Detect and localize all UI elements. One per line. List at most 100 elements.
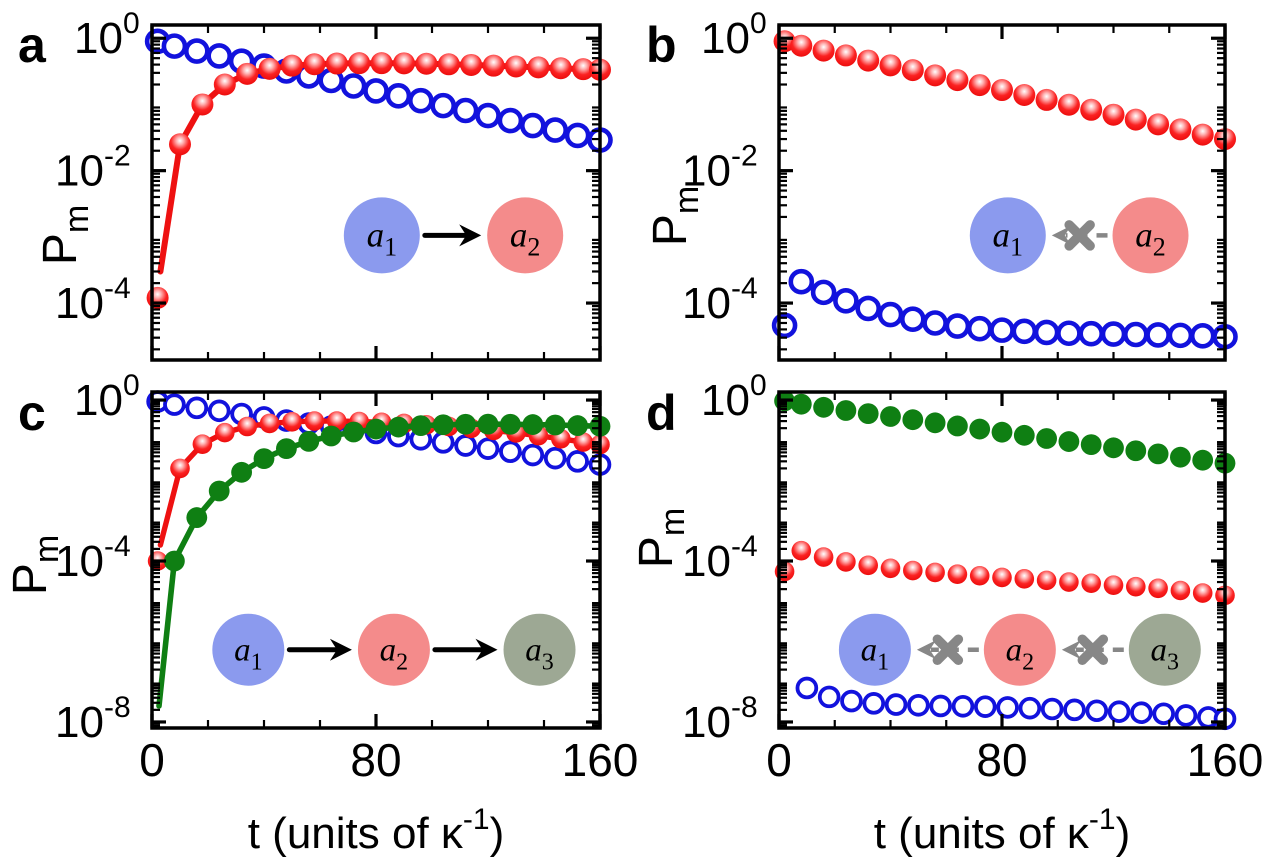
data-point-sphere: [1081, 573, 1101, 594]
data-point-sphere: [858, 555, 878, 576]
arrowhead-icon: [329, 638, 352, 661]
data-point-open-circle: [795, 676, 819, 700]
data-point-sphere: [903, 560, 923, 581]
data-point-sphere: [258, 57, 281, 80]
panel-letter: b: [646, 17, 677, 73]
arrowhead-icon: [1051, 225, 1071, 245]
x-tick-label: 80: [350, 734, 401, 786]
data-point-sphere: [880, 558, 901, 579]
data-point-open-circle: [340, 73, 367, 99]
data-point-open-circle: [810, 279, 837, 306]
axis-ticks: [777, 392, 1227, 728]
data-point-open-circle: [519, 112, 546, 139]
data-point-sphere: [192, 434, 213, 454]
data-point-open-circle: [817, 685, 841, 709]
data-point-open-circle: [944, 313, 971, 339]
data-point-open-circle: [1056, 320, 1082, 347]
data-point-open-circle: [454, 434, 477, 457]
data-point-sphere: [791, 540, 812, 561]
data-point-open-circle: [385, 83, 412, 109]
data-point-filled-circle: [1013, 424, 1035, 446]
data-point-sphere: [213, 73, 236, 96]
data-point-open-circle: [1174, 704, 1198, 727]
panel-b-series: [771, 30, 1238, 350]
data-point-filled-circle: [1058, 431, 1080, 452]
data-point-open-circle: [1033, 319, 1060, 346]
data-point-sphere: [1191, 123, 1214, 146]
data-point-sphere: [236, 62, 259, 85]
data-point-sphere: [925, 562, 945, 583]
data-point-open-circle: [543, 446, 567, 470]
arrowhead-icon: [475, 638, 498, 661]
inset-node-a2: [487, 197, 564, 274]
data-point-open-circle: [430, 92, 457, 119]
data-point-open-circle: [475, 102, 501, 129]
data-point-open-circle: [907, 693, 930, 717]
data-point-filled-circle: [186, 507, 208, 528]
data-point-sphere: [573, 432, 593, 452]
data-point-sphere: [992, 567, 1012, 588]
data-point-open-circle: [884, 693, 908, 716]
inset-node-label: a3: [525, 633, 554, 676]
data-point-open-circle: [185, 396, 209, 420]
inset-node-label: a2: [510, 215, 541, 261]
data-point-open-circle: [407, 87, 434, 114]
y-tick-label: 10-4: [55, 530, 131, 586]
data-point-open-circle: [363, 78, 389, 104]
data-point-open-circle: [499, 440, 522, 464]
arrowhead-icon: [1061, 640, 1081, 660]
data-point-open-circle: [206, 43, 232, 69]
inset-node-a2: [357, 613, 430, 686]
data-point-open-circle: [1123, 321, 1149, 348]
data-point-sphere: [946, 69, 969, 92]
data-point-sphere: [1035, 88, 1058, 111]
data-point-sphere: [348, 52, 371, 75]
inset-node-a3: [1128, 613, 1201, 686]
data-point-open-circle: [452, 97, 479, 124]
inset-node-a3: [503, 613, 576, 686]
data-point-sphere: [549, 57, 572, 80]
x-tick-label: 80: [976, 734, 1027, 786]
data-point-sphere: [460, 53, 483, 76]
data-point-open-circle: [899, 306, 926, 333]
cross-icon: [1064, 220, 1095, 251]
data-point-sphere: [813, 547, 834, 567]
data-point-open-circle: [922, 310, 948, 336]
data-point-filled-circle: [924, 412, 946, 434]
axis-ticks: [777, 25, 1227, 360]
inset-node-label: a2: [380, 633, 409, 676]
data-point-sphere: [1148, 578, 1168, 599]
inset-node-label: a3: [1151, 633, 1180, 676]
inset-node-label: a2: [1006, 633, 1035, 676]
data-point-sphere: [879, 54, 902, 77]
data-point-open-circle: [1040, 697, 1064, 721]
x-axis-label: t (units of κ-1): [248, 803, 505, 858]
inset-mode-diagram: a1 a2: [969, 197, 1189, 274]
data-point-sphere: [281, 54, 303, 77]
data-point-sphere: [437, 53, 460, 76]
arrowhead-icon: [459, 224, 482, 247]
y-tick-label: 10-2: [55, 140, 131, 196]
inset-node-label: a1: [861, 633, 890, 676]
data-point-sphere: [812, 39, 835, 62]
data-point-sphere: [947, 564, 968, 585]
data-point-filled-circle: [522, 414, 544, 435]
data-point-filled-circle: [835, 400, 857, 421]
arrowhead-icon: [916, 640, 936, 660]
data-point-sphere: [1147, 113, 1170, 136]
panel-letter: c: [18, 385, 46, 441]
x-tick-label: 0: [766, 734, 792, 786]
data-point-filled-circle: [208, 480, 230, 502]
data-point-filled-circle: [813, 396, 834, 418]
data-point-filled-circle: [1192, 449, 1214, 471]
inset-node-a2: [1112, 197, 1189, 274]
data-point-open-circle: [1145, 322, 1171, 348]
y-tick-label: 10-4: [55, 272, 131, 328]
axis-ticks: [150, 392, 602, 728]
data-point-open-circle: [1189, 323, 1216, 349]
data-point-sphere: [572, 58, 595, 81]
panel-b: 100 10-2 10-4 b Pm a1 a2: [644, 7, 1238, 362]
data-point-filled-circle: [969, 418, 991, 440]
data-point-open-circle: [1011, 318, 1038, 345]
data-point-filled-circle: [1170, 446, 1191, 468]
